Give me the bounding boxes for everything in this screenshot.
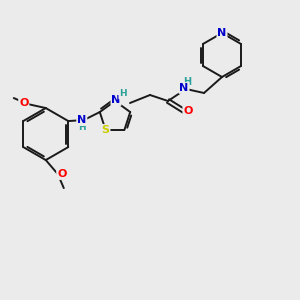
Text: N: N: [179, 83, 189, 93]
Text: N: N: [77, 115, 86, 125]
Text: H: H: [119, 89, 127, 98]
Text: O: O: [57, 169, 67, 179]
Text: S: S: [102, 125, 110, 135]
Text: H: H: [78, 123, 85, 132]
Text: O: O: [19, 98, 28, 108]
Text: N: N: [218, 28, 226, 38]
Text: O: O: [183, 106, 193, 116]
Text: N: N: [111, 95, 121, 105]
Text: H: H: [183, 77, 191, 87]
